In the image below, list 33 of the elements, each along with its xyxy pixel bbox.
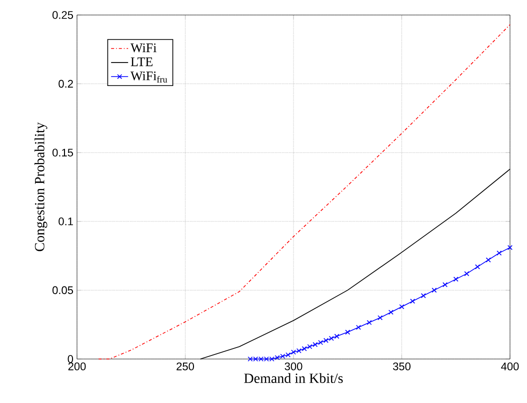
point — [410, 298, 416, 304]
point — [356, 324, 361, 330]
point — [507, 245, 513, 250]
legend-label: WiFi — [130, 43, 156, 52]
point — [378, 315, 383, 320]
point — [475, 264, 480, 270]
x-tick-label: 400 — [501, 362, 519, 370]
y-tick-label: 0.15 — [52, 148, 74, 156]
point — [399, 304, 404, 310]
y-tick-label: 0.05 — [52, 286, 74, 294]
y-tick-label: 0.1 — [58, 218, 73, 226]
legend-label: WiFi$_{fru}$ — [130, 72, 168, 83]
y-tick-label: 0.25 — [52, 11, 74, 19]
point — [345, 330, 350, 335]
point — [453, 276, 458, 282]
y-axis-title: Congestion Probability — [34, 122, 48, 252]
x-tick-label: 350 — [392, 362, 410, 370]
point — [420, 293, 426, 298]
point — [442, 282, 448, 288]
point — [432, 288, 437, 293]
point — [496, 250, 502, 256]
x-axis-title: Demand in Kbit/s — [244, 373, 343, 384]
point — [366, 320, 372, 326]
y-tick-label: 0.2 — [58, 80, 73, 88]
legend-label: LTE — [130, 58, 152, 66]
point — [388, 310, 394, 315]
line-series — [98, 24, 510, 360]
y-tick-label: 0 — [68, 355, 74, 363]
x-tick-label: 200 — [68, 362, 86, 370]
x-tick-label: 250 — [176, 362, 194, 370]
point — [486, 257, 491, 262]
x-tick-label: 300 — [284, 362, 302, 370]
point — [464, 271, 470, 276]
